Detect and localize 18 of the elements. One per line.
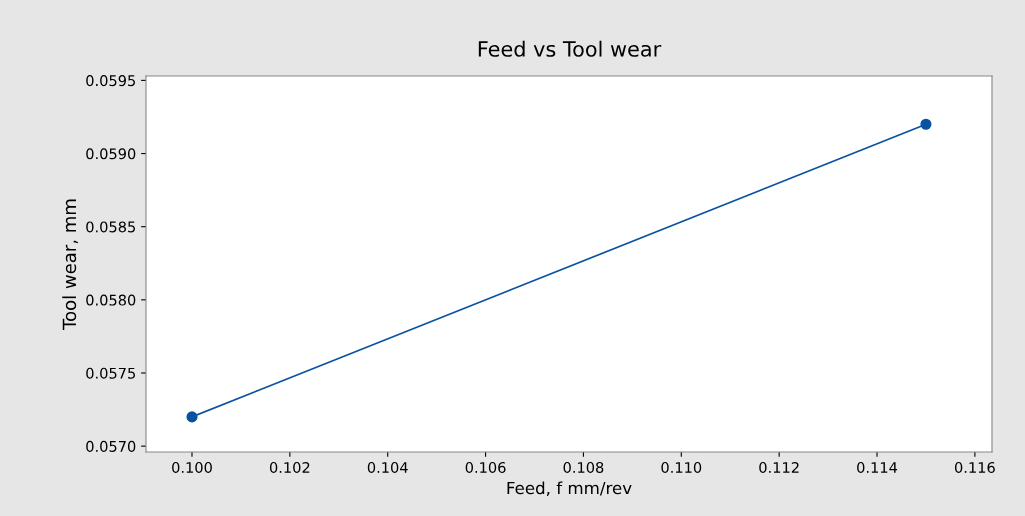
y-tick-label: 0.0580 [86,294,136,306]
x-tick-label: 0.108 [563,461,604,474]
x-tick-label: 0.112 [759,461,799,474]
x-tick-label: 0.102 [269,461,310,474]
y-tick-label: 0.0585 [86,221,135,233]
x-tick-label: 0.100 [172,461,212,474]
x-tick-label: 0.114 [857,461,898,474]
y-tick-label: 0.0595 [86,75,135,87]
y-tick-label: 0.0575 [86,367,135,379]
y-tick-label: 0.0570 [86,440,136,452]
x-tick-label: 0.104 [367,461,408,474]
x-tick-label: 0.110 [661,461,702,474]
x-axis-title: Feed, f mm/rev [507,481,632,496]
y-tick-label: 0.0590 [86,148,136,160]
y-axis-title: Tool wear, mm [62,199,79,330]
x-tick-label: 0.116 [954,461,995,474]
chart-title: Feed vs Tool wear [478,40,662,57]
x-tick-label: 0.106 [465,461,506,474]
